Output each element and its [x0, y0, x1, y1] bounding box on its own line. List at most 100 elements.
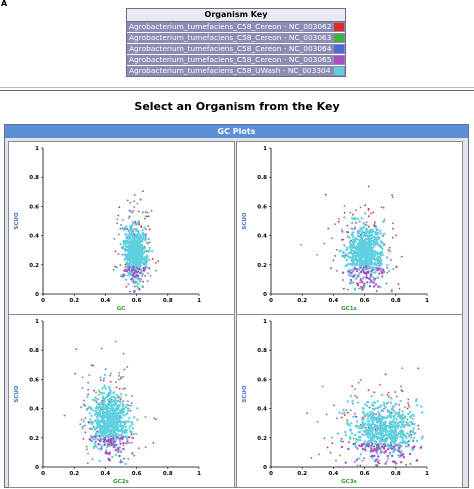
scatter-point	[395, 462, 398, 465]
scatter-point	[112, 432, 115, 435]
scatter-point	[157, 260, 160, 263]
scatter-point	[137, 259, 140, 262]
scatter-point	[383, 444, 387, 448]
scatter-point	[417, 424, 420, 427]
scatter-point	[378, 432, 382, 435]
scatter-point	[141, 232, 145, 235]
scatter-point	[132, 433, 135, 436]
scatter-point	[119, 400, 122, 404]
scatter-point	[360, 227, 363, 230]
scatter-point	[148, 241, 151, 244]
scatter-point	[408, 452, 412, 456]
scatter-point	[330, 436, 333, 439]
organism-key-item[interactable]: Agrobacterium_tumefaciens_C58_Cereon - N…	[127, 22, 345, 33]
scatter-point	[367, 266, 370, 269]
scatter-point	[142, 280, 144, 283]
scatter-point	[361, 416, 364, 419]
scatter-point	[353, 216, 357, 220]
scatter-point	[380, 206, 383, 208]
scatter-point	[141, 285, 144, 288]
scatter-point	[363, 433, 366, 436]
x-tick-label: 0.8	[163, 298, 173, 304]
scatter-point	[127, 216, 131, 220]
scatter-point	[101, 437, 104, 441]
organism-key-item[interactable]: Agrobacterium_tumefaciens_C58_Cereon - N…	[127, 33, 345, 44]
scatter-point	[352, 245, 355, 249]
scatter-point	[123, 457, 125, 460]
scatter-point	[117, 233, 120, 236]
x-axis-label: GC	[117, 306, 126, 312]
scatter-point	[119, 461, 122, 464]
organism-key-item[interactable]: Agrobacterium_tumefaciens_C58_UWash - NC…	[127, 66, 345, 76]
scatter-point	[102, 397, 105, 401]
scatter-point	[362, 225, 365, 229]
scatter-point	[103, 443, 106, 447]
x-tick-label: 0.4	[101, 298, 111, 304]
gc-plots-title: GC Plots	[5, 125, 468, 138]
scatter-point	[131, 452, 134, 455]
scatter-point	[152, 441, 155, 444]
scatter-point	[355, 267, 358, 271]
scatter-point	[355, 420, 359, 423]
scatter-point	[335, 269, 338, 272]
scatter-point	[82, 420, 85, 423]
scatter-point	[376, 406, 380, 409]
scatter-point	[369, 281, 372, 284]
scatter-point	[362, 407, 365, 410]
scatter-point	[334, 255, 337, 257]
scatter-point	[355, 261, 359, 265]
y-axis-label: SCUO	[14, 385, 20, 402]
scatter-point	[420, 405, 423, 408]
y-tick-label: 0.8	[29, 348, 39, 354]
x-tick-label: 0	[269, 298, 273, 304]
scatter-point	[387, 411, 390, 414]
scatter-point	[375, 264, 378, 267]
scatter-point	[364, 238, 367, 241]
scatter-point	[95, 445, 98, 448]
scatter-point	[403, 417, 406, 420]
scatter-point	[143, 226, 146, 229]
scatter-point	[122, 273, 125, 276]
organism-key-item[interactable]: Agrobacterium_tumefaciens_C58_Cereon - N…	[127, 44, 345, 55]
scatter-point	[108, 421, 112, 424]
scatter-point	[111, 430, 114, 433]
scatter-point	[407, 412, 410, 416]
scatter-point	[155, 262, 157, 264]
x-tick-label: 0.2	[297, 298, 307, 304]
scatter-point	[405, 445, 407, 448]
scatter-point	[363, 271, 366, 275]
scatter-point	[359, 235, 363, 239]
scatter-point	[365, 221, 368, 224]
scatter-point	[406, 407, 409, 410]
scatter-point	[348, 424, 351, 427]
scatter-point	[342, 279, 344, 281]
scatter-point	[141, 253, 144, 256]
scatter-point	[119, 377, 122, 380]
scatter-point	[123, 228, 126, 232]
scatter-point	[384, 416, 387, 419]
scatter-point	[377, 455, 380, 458]
scatter-point	[364, 449, 367, 452]
scatter-point	[358, 220, 361, 223]
scatter-point	[383, 428, 386, 431]
scatter-point	[362, 277, 365, 280]
scatter-point	[130, 242, 133, 246]
scatter-point	[140, 262, 143, 265]
scatter-point	[352, 402, 354, 405]
scatter-point	[138, 278, 142, 281]
scatter-point	[119, 424, 122, 428]
scatter-point	[97, 389, 101, 392]
scatter-point	[122, 219, 124, 221]
scatter-point	[352, 415, 355, 419]
scatter-point	[394, 402, 397, 405]
scatter-point	[355, 425, 358, 429]
scatter-point	[135, 274, 138, 277]
scatter-point	[408, 440, 410, 442]
organism-key-item[interactable]: Agrobacterium_tumefaciens_C58_Cereon - N…	[127, 55, 345, 66]
scatter-point	[114, 437, 118, 441]
scatter-point	[106, 434, 109, 438]
scatter-point	[380, 419, 383, 423]
scatter-point	[351, 260, 355, 263]
scatter-point	[89, 427, 91, 430]
scatter-point	[143, 217, 146, 220]
